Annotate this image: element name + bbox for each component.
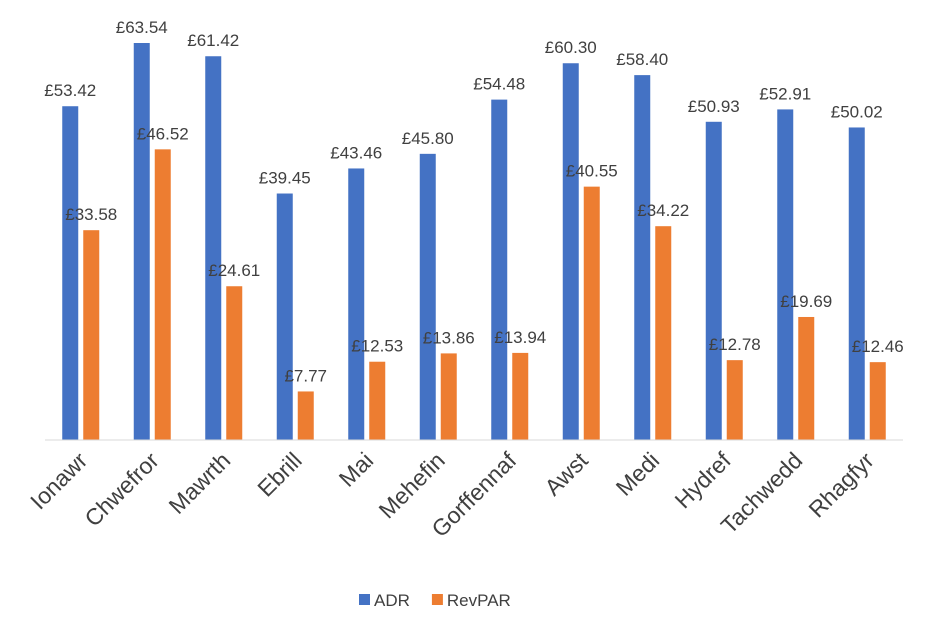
bar bbox=[62, 106, 79, 440]
data-label: £7.77 bbox=[284, 366, 327, 385]
data-label: £12.53 bbox=[351, 337, 403, 356]
data-label: £12.78 bbox=[709, 335, 761, 354]
data-label: £45.80 bbox=[402, 129, 454, 148]
bar bbox=[869, 362, 886, 440]
legend-swatch bbox=[359, 594, 370, 605]
bar bbox=[848, 127, 865, 441]
data-label: £60.30 bbox=[545, 38, 597, 57]
bar bbox=[369, 361, 386, 440]
data-label: £34.22 bbox=[637, 201, 689, 220]
bar bbox=[705, 121, 722, 440]
data-label: £13.86 bbox=[423, 328, 475, 347]
data-label: £39.45 bbox=[259, 169, 311, 188]
bar bbox=[297, 391, 314, 440]
x-tick-label: Mai bbox=[334, 447, 379, 492]
x-tick-label: Rhagfyr bbox=[803, 447, 879, 523]
bar bbox=[562, 63, 579, 441]
bar bbox=[133, 43, 150, 440]
bar bbox=[348, 168, 365, 440]
bar bbox=[205, 56, 222, 441]
bar bbox=[655, 226, 672, 440]
bar bbox=[798, 316, 815, 440]
bar bbox=[276, 193, 293, 440]
bar bbox=[491, 99, 508, 440]
bar bbox=[583, 186, 600, 440]
data-label: £12.46 bbox=[852, 337, 904, 356]
data-label: £40.55 bbox=[566, 162, 618, 181]
bar bbox=[419, 153, 436, 441]
data-label: £50.02 bbox=[831, 102, 883, 121]
x-tick-label: Chwefror bbox=[79, 447, 164, 532]
bar bbox=[154, 149, 171, 440]
x-tick-label: Ebrill bbox=[252, 447, 307, 502]
data-label: £63.54 bbox=[116, 18, 168, 37]
data-label: £19.69 bbox=[780, 292, 832, 311]
x-tick-label: Medi bbox=[611, 447, 665, 501]
data-label: £54.48 bbox=[473, 75, 525, 94]
data-label: £53.42 bbox=[44, 81, 96, 100]
bar bbox=[634, 75, 651, 440]
data-label: £13.94 bbox=[494, 328, 546, 347]
x-tick-label: Mawrth bbox=[164, 447, 236, 519]
legend-label: RevPAR bbox=[447, 591, 511, 610]
data-label: £61.42 bbox=[187, 31, 239, 50]
data-label: £52.91 bbox=[759, 84, 811, 103]
x-tick-label: Ionawr bbox=[25, 447, 92, 514]
data-label: £46.52 bbox=[137, 124, 189, 143]
data-label: £58.40 bbox=[616, 50, 668, 69]
bar bbox=[512, 352, 529, 440]
data-label: £43.46 bbox=[330, 143, 382, 162]
x-tick-label: Awst bbox=[539, 447, 593, 501]
bar bbox=[726, 360, 743, 440]
data-label: £50.93 bbox=[688, 97, 740, 116]
legend-label: ADR bbox=[374, 591, 410, 610]
data-label: £33.58 bbox=[65, 205, 117, 224]
data-label: £24.61 bbox=[208, 261, 260, 280]
bar bbox=[440, 353, 457, 440]
bar bbox=[226, 286, 243, 440]
x-tick-label: Hydref bbox=[669, 447, 736, 514]
bar bbox=[777, 109, 794, 440]
bar bbox=[83, 230, 100, 440]
legend-swatch bbox=[431, 594, 443, 605]
